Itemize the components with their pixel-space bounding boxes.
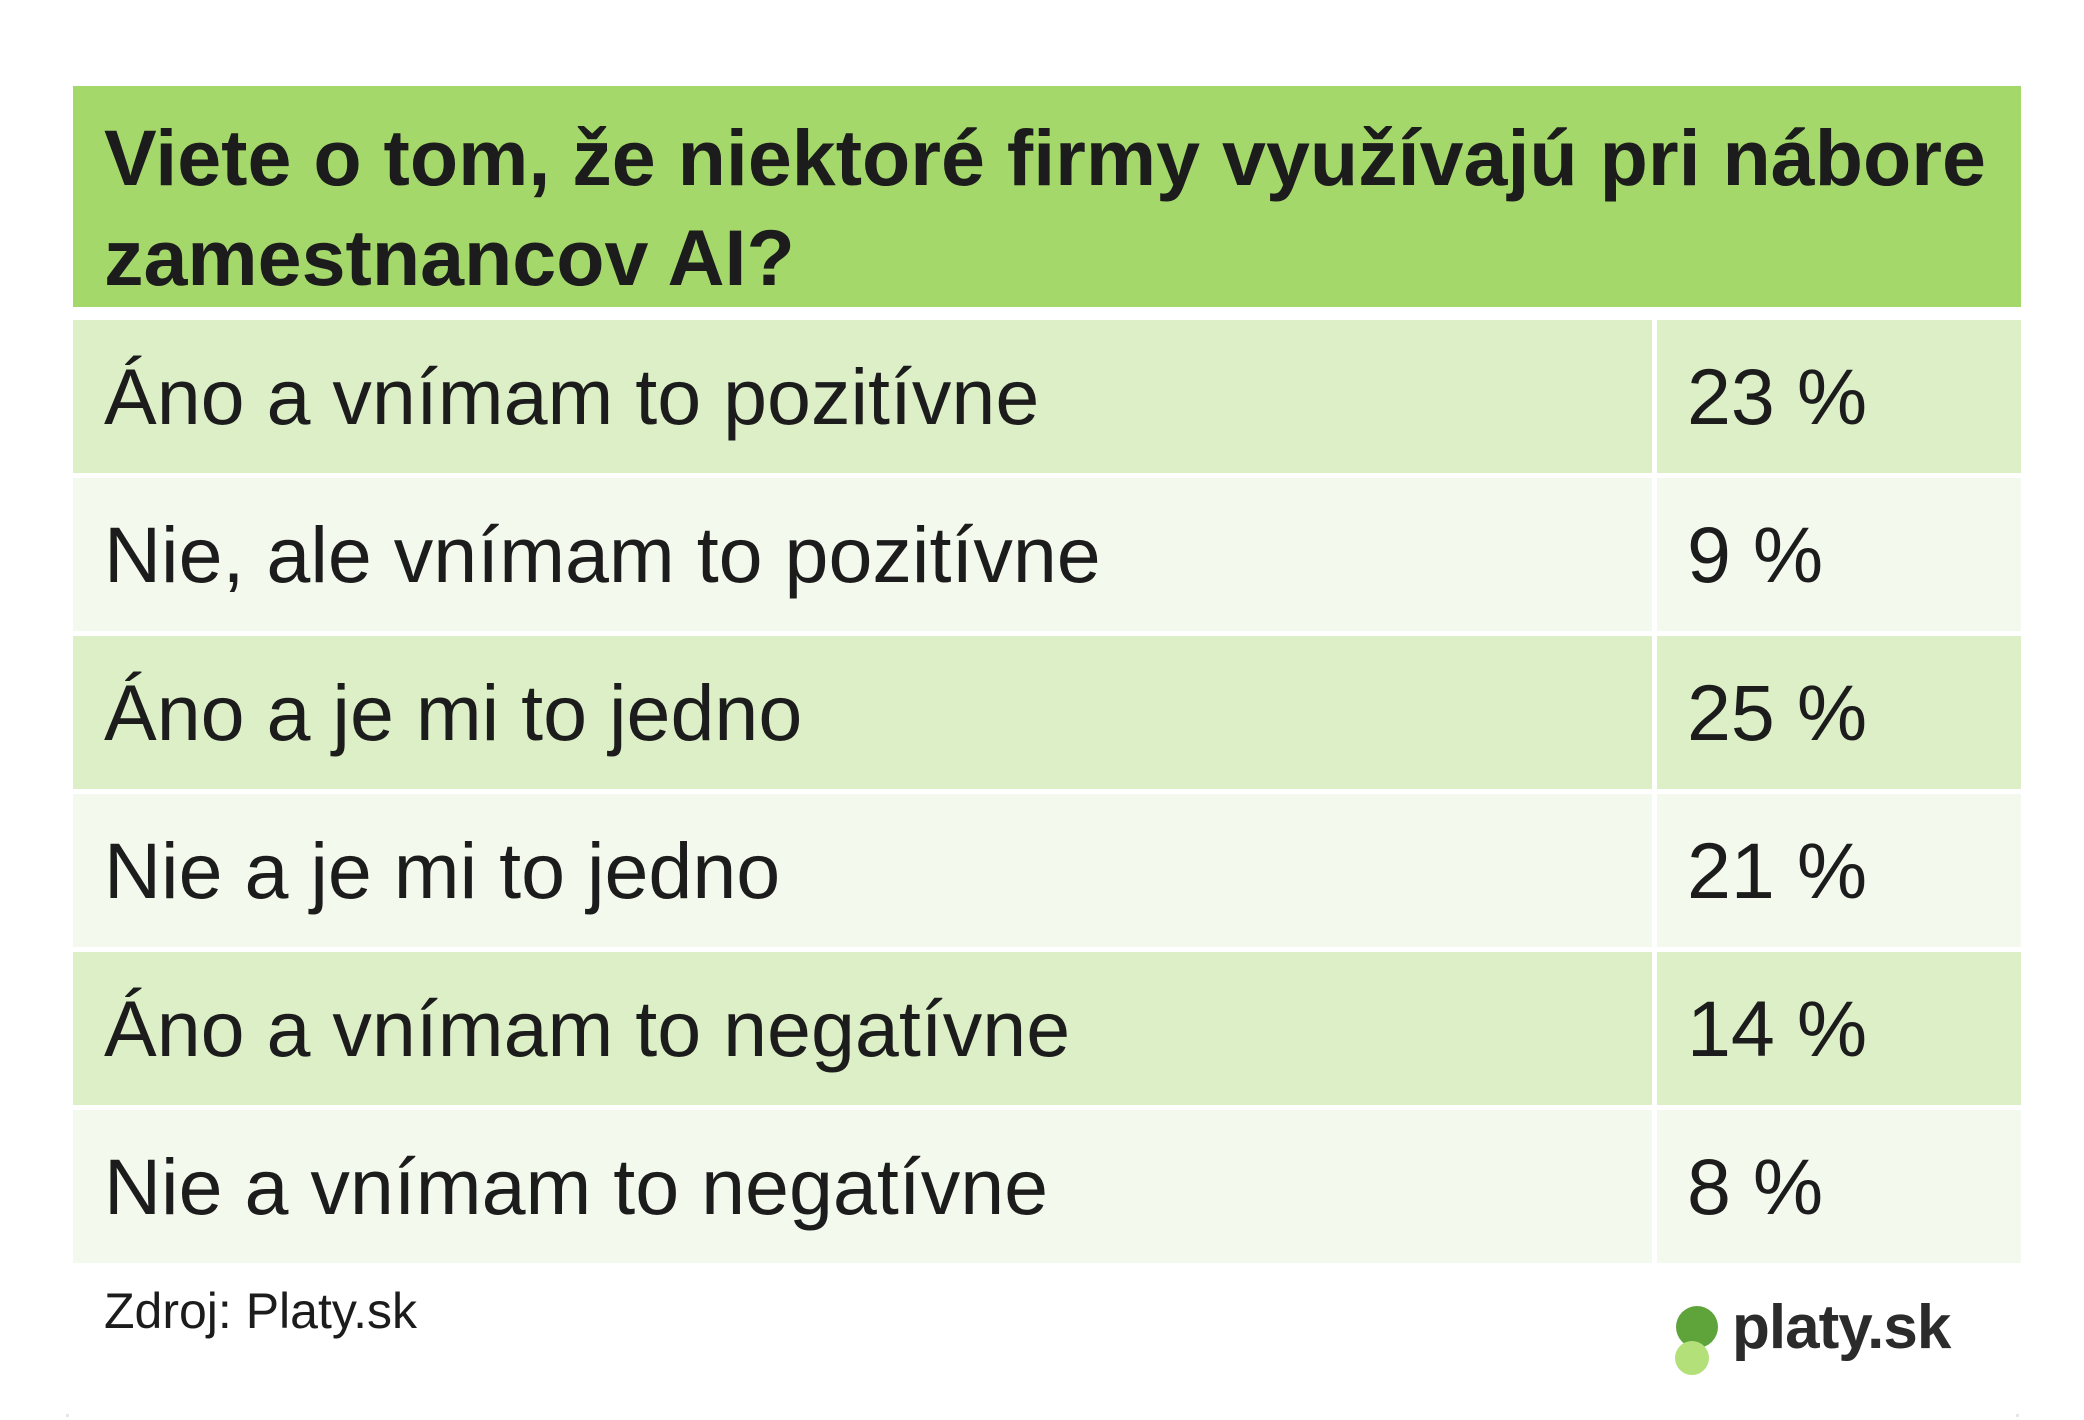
row-label: Áno a je mi to jedno [73,636,1652,789]
row-label: Nie, ale vnímam to pozitívne [73,478,1652,631]
corner-mark-right [2016,1414,2019,1417]
row-value: 9 % [1657,478,2021,631]
table-header: Viete o tom, že niektoré firmy využívajú… [73,86,2021,307]
table-row: Nie, ale vnímam to pozitívne 9 % [73,478,2021,631]
corner-mark-left [66,1414,69,1417]
row-label: Áno a vnímam to pozitívne [73,320,1652,473]
row-value: 14 % [1657,952,2021,1105]
platy-sk-logo: platy.sk [1668,1290,2008,1380]
row-label: Áno a vnímam to negatívne [73,952,1652,1105]
logo-light-circle [1675,1341,1709,1375]
table-row: Áno a vnímam to negatívne 14 % [73,952,2021,1105]
table-title: Viete o tom, že niektoré firmy využívajú… [104,113,1986,302]
table-body: Áno a vnímam to pozitívne 23 % Nie, ale vn… [73,320,2021,1268]
row-value: 23 % [1657,320,2021,473]
source-note: Zdroj: Platy.sk [104,1283,418,1339]
row-value: 25 % [1657,636,2021,789]
logo-circles-icon [1675,1306,1718,1375]
row-label: Nie a vnímam to negatívne [73,1110,1652,1263]
row-label: Nie a je mi to jedno [73,794,1652,947]
table-row: Áno a vnímam to pozitívne 23 % [73,320,2021,473]
table-row: Nie a je mi to jedno 21 % [73,794,2021,947]
table-row: Áno a je mi to jedno 25 % [73,636,2021,789]
logo-text: platy.sk [1732,1293,1951,1362]
table-row: Nie a vnímam to negatívne 8 % [73,1110,2021,1263]
row-value: 21 % [1657,794,2021,947]
row-value: 8 % [1657,1110,2021,1263]
logo-dark-circle [1676,1306,1718,1348]
